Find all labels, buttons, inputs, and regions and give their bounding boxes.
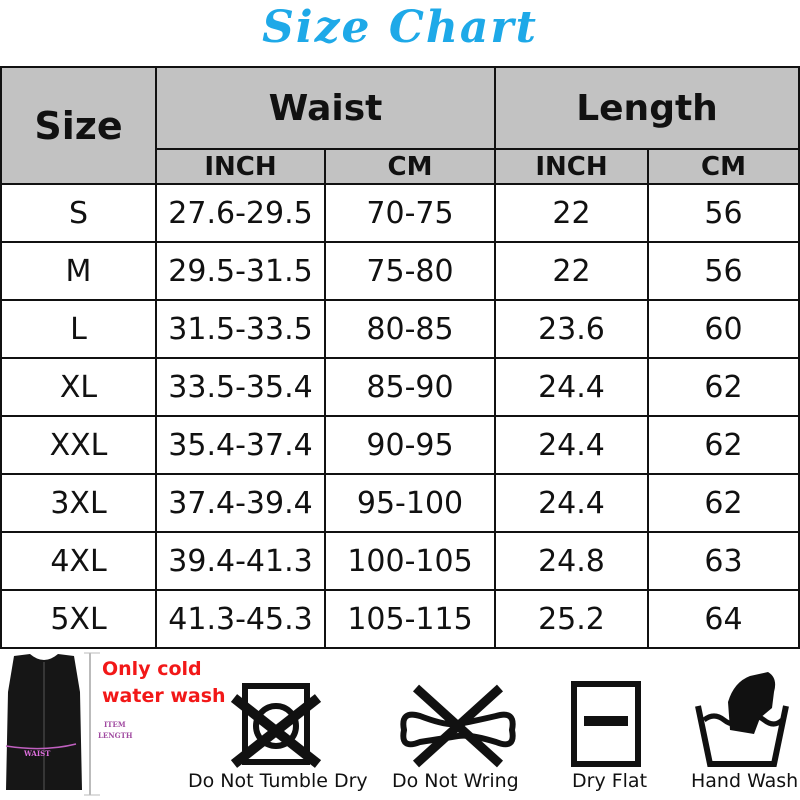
cell-length-inch: 24.8 (494, 531, 649, 591)
care-label-dry-flat: Dry Flat (572, 770, 648, 792)
header-size: Size (0, 66, 157, 185)
care-label-wring: Do Not Wring (392, 770, 519, 792)
cell-waist-inch: 29.5-31.5 (155, 241, 326, 301)
table-row: 5XL 41.3-45.3 105-115 25.2 64 (0, 589, 800, 649)
cell-size: XL (0, 357, 157, 417)
wash-note-line1: Only cold (102, 658, 202, 680)
cell-size: S (0, 183, 157, 243)
table-row: L 31.5-33.5 80-85 23.6 60 (0, 299, 800, 359)
cell-waist-inch: 31.5-33.5 (155, 299, 326, 359)
length-measure-line (84, 652, 100, 796)
cell-waist-inch: 41.3-45.3 (155, 589, 326, 649)
table-row: 3XL 37.4-39.4 95-100 24.4 62 (0, 473, 800, 533)
table-row: 4XL 39.4-41.3 100-105 24.8 63 (0, 531, 800, 591)
cell-waist-inch: 39.4-41.3 (155, 531, 326, 591)
cell-length-cm: 62 (647, 415, 800, 475)
cell-length-inch: 24.4 (494, 473, 649, 533)
cell-waist-inch: 37.4-39.4 (155, 473, 326, 533)
table-row: M 29.5-31.5 75-80 22 56 (0, 241, 800, 301)
header-waist-inch: INCH (155, 148, 326, 185)
cell-length-inch: 22 (494, 183, 649, 243)
cell-waist-inch: 33.5-35.4 (155, 357, 326, 417)
cell-length-cm: 62 (647, 473, 800, 533)
care-label-hand-wash: Hand Wash (691, 770, 799, 792)
cell-length-cm: 64 (647, 589, 800, 649)
cell-length-cm: 56 (647, 241, 800, 301)
cell-waist-inch: 27.6-29.5 (155, 183, 326, 243)
header-length-cm: CM (647, 148, 800, 185)
cell-length-cm: 60 (647, 299, 800, 359)
cell-size: 3XL (0, 473, 157, 533)
no-wring-icon (400, 684, 516, 768)
header-waist-cm: CM (324, 148, 496, 185)
cell-waist-cm: 95-100 (324, 473, 496, 533)
cell-waist-inch: 35.4-37.4 (155, 415, 326, 475)
wash-note: Only cold water wash (102, 656, 226, 710)
hand-wash-icon (695, 672, 789, 767)
cell-length-inch: 24.4 (494, 357, 649, 417)
vest-length-label: LENGTH (98, 731, 133, 740)
page-title: Size Chart (262, 2, 538, 53)
cell-length-cm: 62 (647, 357, 800, 417)
header-length: Length (494, 66, 800, 150)
size-table: Size Waist Length INCH CM INCH CM S 27.6-… (0, 66, 800, 649)
cell-waist-cm: 80-85 (324, 299, 496, 359)
dry-flat-icon (571, 681, 641, 767)
care-label-tumble: Do Not Tumble Dry (188, 770, 368, 792)
cell-length-inch: 25.2 (494, 589, 649, 649)
cell-length-cm: 63 (647, 531, 800, 591)
cell-length-cm: 56 (647, 183, 800, 243)
cell-waist-cm: 85-90 (324, 357, 496, 417)
cell-waist-cm: 90-95 (324, 415, 496, 475)
cell-size: L (0, 299, 157, 359)
cell-size: 4XL (0, 531, 157, 591)
table-row: S 27.6-29.5 70-75 22 56 (0, 183, 800, 243)
vest-image (5, 654, 82, 790)
header-length-inch: INCH (494, 148, 649, 185)
no-tumble-dry-icon (230, 683, 322, 768)
cell-waist-cm: 105-115 (324, 589, 496, 649)
wash-note-line2: water wash (102, 685, 226, 707)
cell-waist-cm: 70-75 (324, 183, 496, 243)
header-waist: Waist (155, 66, 496, 150)
cell-length-inch: 23.6 (494, 299, 649, 359)
cell-size: XXL (0, 415, 157, 475)
vest-item-label: ITEM (104, 720, 126, 729)
cell-waist-cm: 100-105 (324, 531, 496, 591)
cell-size: 5XL (0, 589, 157, 649)
table-row: XXL 35.4-37.4 90-95 24.4 62 (0, 415, 800, 475)
cell-length-inch: 24.4 (494, 415, 649, 475)
cell-waist-cm: 75-80 (324, 241, 496, 301)
cell-size: M (0, 241, 157, 301)
vest-waist-label: WAIST (24, 749, 51, 758)
table-row: XL 33.5-35.4 85-90 24.4 62 (0, 357, 800, 417)
cell-length-inch: 22 (494, 241, 649, 301)
